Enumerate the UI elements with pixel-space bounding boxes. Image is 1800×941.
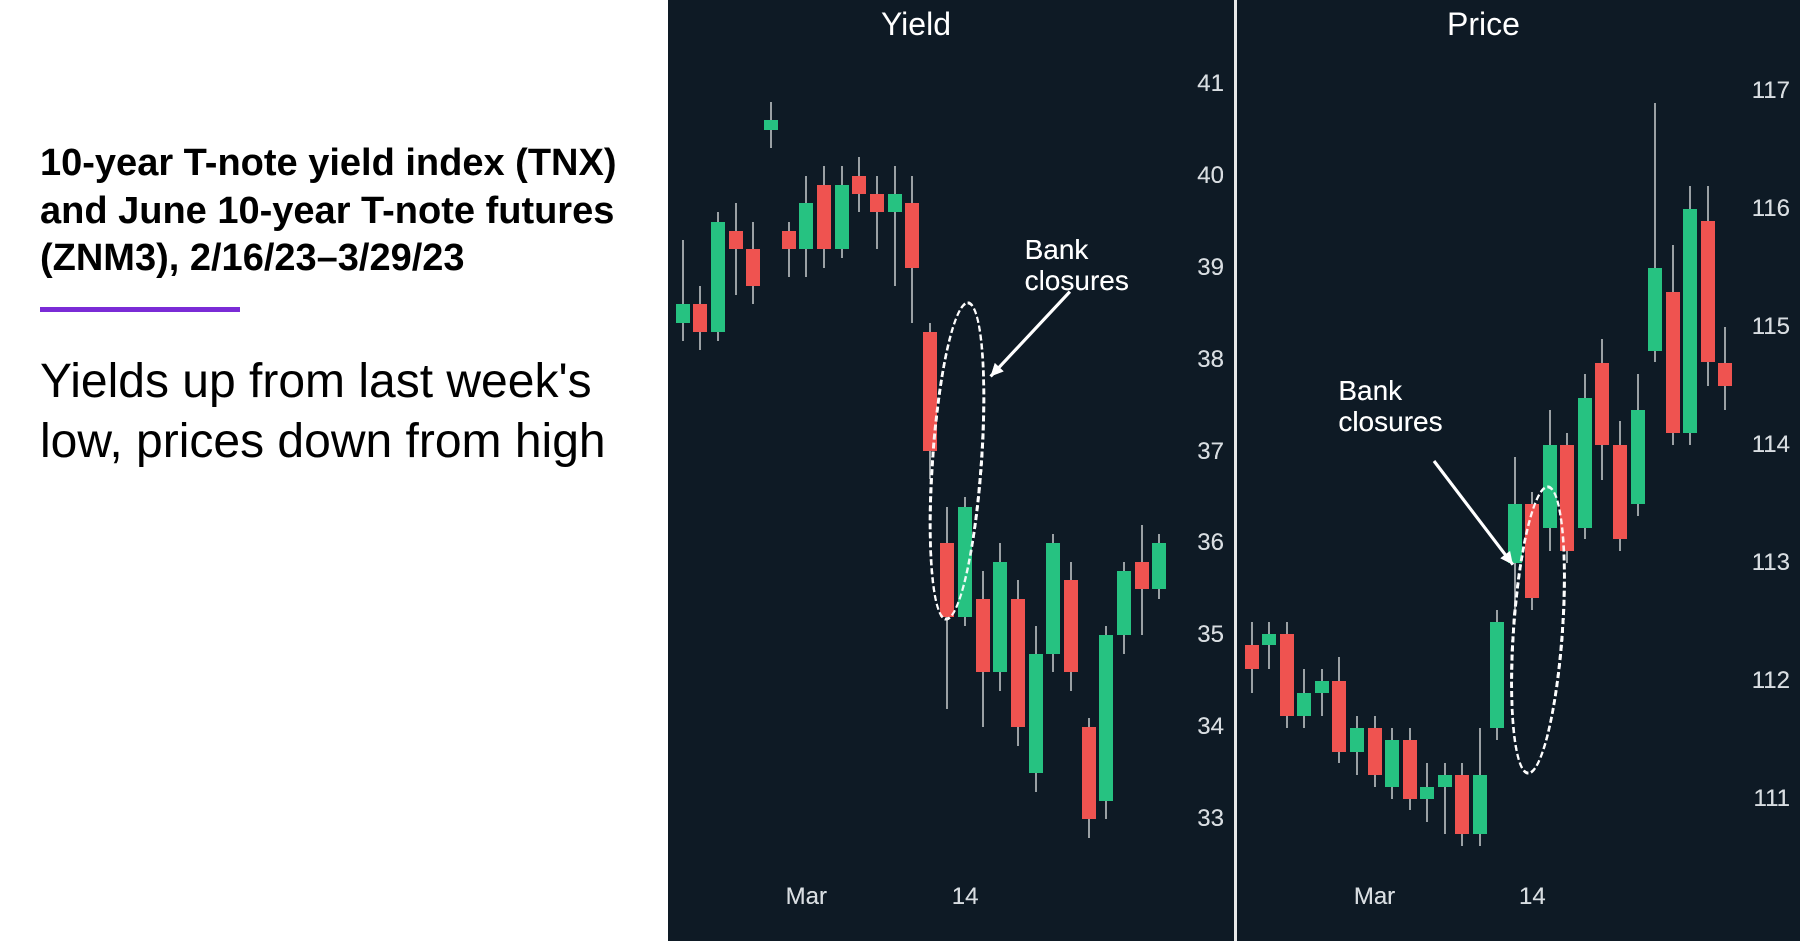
yield-annotation-label: Bankclosures (1025, 235, 1129, 297)
root: 10-year T-note yield index (TNX) and Jun… (0, 0, 1800, 941)
yield-chart: Yield 333435363738394041Mar14Bankclosure… (668, 0, 1234, 941)
left-text-panel: 10-year T-note yield index (TNX) and Jun… (0, 0, 668, 941)
price-chart: Price 111112113114115116117Mar14Bankclos… (1234, 0, 1800, 941)
price-annotation-label: Bankclosures (1338, 376, 1442, 438)
accent-bar (40, 307, 240, 312)
yield-annotation-arrow (668, 0, 1234, 941)
chart-title-text: 10-year T-note yield index (TNX) and Jun… (40, 140, 628, 283)
chart-subtitle-text: Yields up from last week's low, prices d… (40, 352, 628, 472)
price-annotation-arrow (1237, 0, 1800, 941)
price-plot-area: 111112113114115116117Mar14Bankclosures11… (1237, 0, 1800, 941)
charts-container: Yield 333435363738394041Mar14Bankclosure… (668, 0, 1800, 941)
yield-plot-area: 333435363738394041Mar14Bankclosures33343… (668, 0, 1234, 941)
